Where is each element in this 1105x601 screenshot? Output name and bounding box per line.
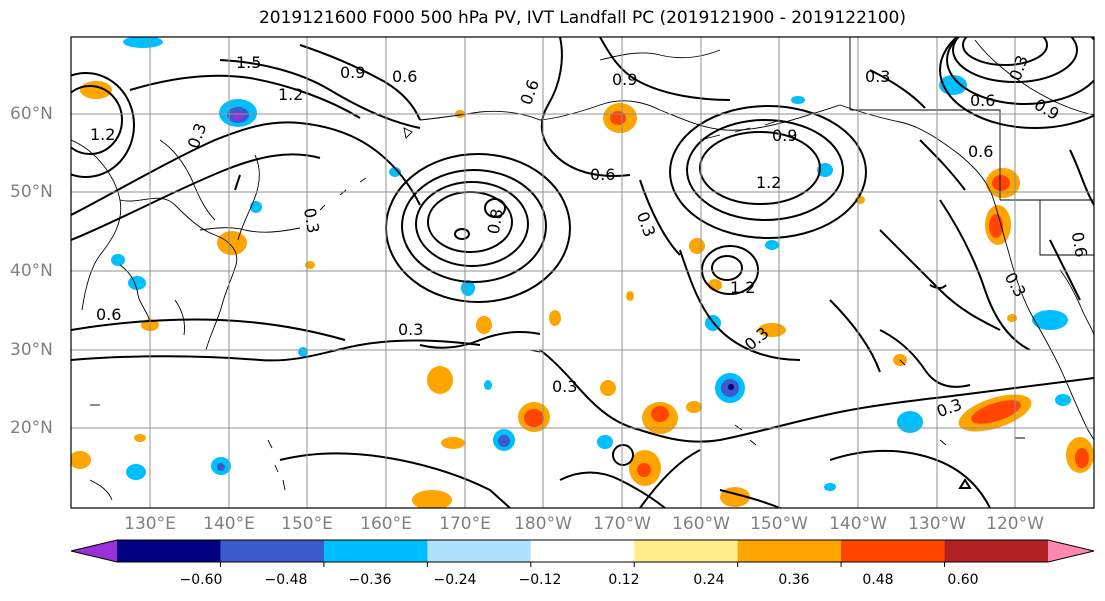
lat-label: 20°N bbox=[10, 418, 53, 438]
contour-label: 1.2 bbox=[730, 278, 755, 297]
negative-anomaly-blob bbox=[219, 99, 257, 127]
lon-label: 160°W bbox=[672, 514, 730, 534]
colorbar-tick-label: 0.48 bbox=[862, 572, 894, 588]
lon-label: 150°W bbox=[750, 514, 808, 534]
colorbar-tick-label: −0.60 bbox=[179, 572, 223, 588]
colorbar-segment bbox=[117, 540, 221, 562]
lat-label: 30°N bbox=[10, 340, 53, 360]
lon-label: 130°E bbox=[124, 514, 176, 534]
gridline-layer bbox=[71, 37, 1094, 508]
colorbar-segment bbox=[944, 540, 1049, 562]
contour-label: 0.3 bbox=[184, 121, 211, 151]
positive-anomaly-blob bbox=[958, 394, 1032, 432]
lon-label: 130°W bbox=[908, 514, 966, 534]
contour-label: 0.3 bbox=[300, 206, 323, 234]
contour-label: 0.6 bbox=[590, 165, 615, 184]
contour-label: 0.8 bbox=[484, 207, 507, 235]
contour-label: 1.2 bbox=[90, 125, 115, 144]
colorbar-tick-label: −0.24 bbox=[433, 572, 477, 588]
colorbar-tick-label: 0.12 bbox=[608, 572, 640, 588]
lon-label: 150°E bbox=[281, 514, 333, 534]
colorbar bbox=[70, 539, 1095, 567]
colorbar-segment bbox=[841, 540, 946, 562]
positive-anomaly-blob bbox=[985, 168, 1020, 245]
negative-anomaly-blob bbox=[211, 457, 231, 475]
colorbar-segment bbox=[530, 540, 635, 562]
negative-anomaly-blob bbox=[493, 429, 515, 451]
lon-label: 140°E bbox=[203, 514, 255, 534]
positive-anomaly-blob bbox=[642, 402, 678, 434]
contour-label: 0.3 bbox=[398, 320, 423, 339]
colorbar-segment bbox=[220, 540, 325, 562]
pv-contour-layer bbox=[71, 37, 1094, 508]
contour-label: 0.9 bbox=[612, 70, 637, 89]
contour-label: 0.3 bbox=[552, 377, 577, 396]
filled-anomaly-layer bbox=[71, 37, 1094, 508]
contour-label: 0.3 bbox=[633, 209, 660, 239]
contour-label: 1.2 bbox=[756, 173, 781, 192]
colorbar-tick-label: 0.60 bbox=[947, 572, 979, 588]
contour-label: 0.9 bbox=[340, 63, 365, 82]
lat-label: 60°N bbox=[10, 104, 53, 124]
lon-label: 140°W bbox=[829, 514, 887, 534]
map-frame bbox=[70, 36, 1095, 509]
contour-label: 0.6 bbox=[968, 142, 993, 161]
contour-label: 0.3 bbox=[865, 67, 890, 86]
colorbar-outline bbox=[70, 539, 1095, 563]
colorbar-extend-low bbox=[71, 540, 117, 562]
lon-label: 120°W bbox=[986, 514, 1044, 534]
contour-label: 0.6 bbox=[970, 91, 995, 110]
contour-label: 1.5 bbox=[236, 53, 261, 72]
colorbar-segment bbox=[737, 540, 842, 562]
contour-label: 1.2 bbox=[278, 85, 303, 104]
colorbar-tick-label: 0.36 bbox=[778, 572, 810, 588]
positive-anomaly-blob bbox=[71, 81, 1094, 508]
contour-label: 0.3 bbox=[1001, 269, 1030, 301]
contour-label: 0.6 bbox=[1068, 230, 1091, 258]
colorbar-segment bbox=[323, 540, 428, 562]
negative-anomaly-blob bbox=[715, 373, 745, 403]
colorbar-tick-label: −0.48 bbox=[264, 572, 308, 588]
colorbar-segment bbox=[427, 540, 532, 562]
negative-anomaly-blob bbox=[111, 37, 1071, 491]
coastline-layer bbox=[71, 37, 1094, 501]
lon-label: 160°E bbox=[360, 514, 412, 534]
lon-label: 180°W bbox=[514, 514, 572, 534]
contour-label: 0.3 bbox=[1005, 53, 1032, 83]
colorbar-segment bbox=[634, 540, 739, 562]
positive-anomaly-blob bbox=[518, 402, 550, 432]
lat-label: 50°N bbox=[10, 182, 53, 202]
colorbar-tick-label: −0.36 bbox=[348, 572, 392, 588]
map-title: 2019121600 F000 500 hPa PV, IVT Landfall… bbox=[258, 8, 906, 28]
lon-label: 170°W bbox=[593, 514, 651, 534]
contour-label: 0.6 bbox=[392, 67, 417, 86]
colorbar-extend-high bbox=[1048, 540, 1094, 562]
lon-label: 170°E bbox=[439, 514, 491, 534]
contour-label: 0.3 bbox=[934, 395, 964, 422]
colorbar-tick-label: −0.12 bbox=[518, 572, 562, 588]
lat-label: 40°N bbox=[10, 261, 53, 281]
contour-label: 0.6 bbox=[516, 77, 543, 107]
contour-label: 0.9 bbox=[772, 126, 797, 145]
positive-anomaly-blob bbox=[603, 103, 637, 133]
contour-label: 0.6 bbox=[96, 305, 121, 324]
colorbar-tick-label: 0.24 bbox=[693, 572, 725, 588]
